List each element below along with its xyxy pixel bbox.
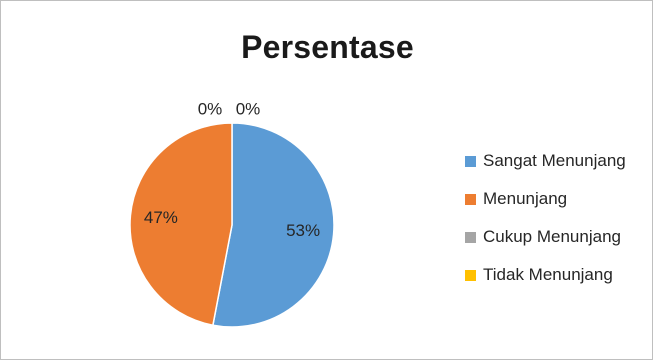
data-label-tidak-menunjang: 0% bbox=[236, 99, 261, 118]
legend-label: Cukup Menunjang bbox=[483, 227, 621, 246]
chart-legend: Sangat Menunjang Menunjang Cukup Menunjang… bbox=[465, 151, 626, 303]
pie-slice-sangat-menunjang bbox=[212, 122, 335, 328]
legend-item-sangat-menunjang: Sangat Menunjang bbox=[465, 151, 626, 171]
legend-label: Sangat Menunjang bbox=[483, 151, 626, 170]
legend-item-tidak-menunjang: Tidak Menunjang bbox=[465, 265, 626, 285]
data-label-cukup-menunjang: 0% bbox=[198, 99, 223, 118]
data-label-sangat-menunjang: 53% bbox=[286, 221, 320, 240]
legend-item-cukup-menunjang: Cukup Menunjang bbox=[465, 227, 626, 247]
pie-slice-menunjang bbox=[129, 122, 233, 327]
legend-label: Menunjang bbox=[483, 189, 568, 208]
legend-label: Tidak Menunjang bbox=[483, 265, 613, 284]
legend-item-menunjang: Menunjang bbox=[465, 189, 626, 209]
legend-swatch bbox=[465, 231, 476, 243]
legend-swatch bbox=[465, 155, 476, 167]
legend-swatch bbox=[465, 269, 476, 281]
data-label-menunjang: 47% bbox=[144, 208, 178, 227]
legend-swatch bbox=[465, 193, 476, 205]
chart-title: Persentase bbox=[241, 29, 414, 65]
